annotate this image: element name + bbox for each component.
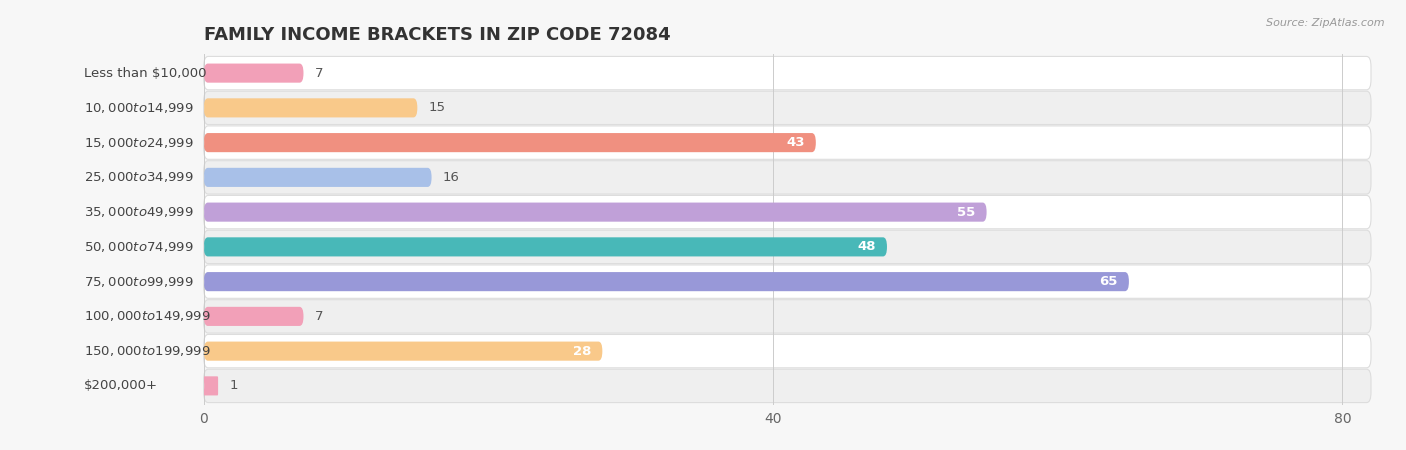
FancyBboxPatch shape <box>204 376 218 396</box>
Text: Source: ZipAtlas.com: Source: ZipAtlas.com <box>1267 18 1385 28</box>
FancyBboxPatch shape <box>204 98 418 117</box>
FancyBboxPatch shape <box>204 230 1371 264</box>
FancyBboxPatch shape <box>204 307 304 326</box>
Text: $50,000 to $74,999: $50,000 to $74,999 <box>83 240 193 254</box>
FancyBboxPatch shape <box>0 376 204 396</box>
Text: 28: 28 <box>572 345 591 358</box>
Text: 43: 43 <box>786 136 804 149</box>
Text: 55: 55 <box>957 206 976 219</box>
Text: $15,000 to $24,999: $15,000 to $24,999 <box>83 135 193 149</box>
Text: $10,000 to $14,999: $10,000 to $14,999 <box>83 101 193 115</box>
Text: 7: 7 <box>315 67 323 80</box>
FancyBboxPatch shape <box>204 342 602 361</box>
Text: $200,000+: $200,000+ <box>83 379 157 392</box>
FancyBboxPatch shape <box>204 265 1371 298</box>
FancyBboxPatch shape <box>204 56 1371 90</box>
FancyBboxPatch shape <box>0 306 204 326</box>
FancyBboxPatch shape <box>204 195 1371 229</box>
FancyBboxPatch shape <box>0 133 204 153</box>
FancyBboxPatch shape <box>0 202 204 222</box>
FancyBboxPatch shape <box>204 237 887 256</box>
FancyBboxPatch shape <box>204 161 1371 194</box>
Text: $100,000 to $149,999: $100,000 to $149,999 <box>83 310 209 324</box>
FancyBboxPatch shape <box>204 272 1129 291</box>
FancyBboxPatch shape <box>204 202 987 222</box>
FancyBboxPatch shape <box>0 167 204 187</box>
Text: Less than $10,000: Less than $10,000 <box>83 67 207 80</box>
Text: 16: 16 <box>443 171 460 184</box>
Text: FAMILY INCOME BRACKETS IN ZIP CODE 72084: FAMILY INCOME BRACKETS IN ZIP CODE 72084 <box>204 26 671 44</box>
Text: $150,000 to $199,999: $150,000 to $199,999 <box>83 344 209 358</box>
FancyBboxPatch shape <box>204 91 1371 125</box>
Text: 7: 7 <box>315 310 323 323</box>
FancyBboxPatch shape <box>204 168 432 187</box>
Text: 48: 48 <box>858 240 876 253</box>
FancyBboxPatch shape <box>0 63 204 83</box>
FancyBboxPatch shape <box>0 272 204 292</box>
FancyBboxPatch shape <box>204 369 1371 403</box>
Text: 15: 15 <box>429 101 446 114</box>
FancyBboxPatch shape <box>204 126 1371 159</box>
FancyBboxPatch shape <box>0 98 204 118</box>
Text: 1: 1 <box>229 379 238 392</box>
FancyBboxPatch shape <box>0 237 204 257</box>
FancyBboxPatch shape <box>204 63 304 83</box>
FancyBboxPatch shape <box>204 334 1371 368</box>
Text: 65: 65 <box>1099 275 1118 288</box>
Text: $25,000 to $34,999: $25,000 to $34,999 <box>83 171 193 184</box>
FancyBboxPatch shape <box>204 300 1371 333</box>
Text: $75,000 to $99,999: $75,000 to $99,999 <box>83 274 193 288</box>
FancyBboxPatch shape <box>204 133 815 152</box>
FancyBboxPatch shape <box>0 341 204 361</box>
Text: $35,000 to $49,999: $35,000 to $49,999 <box>83 205 193 219</box>
